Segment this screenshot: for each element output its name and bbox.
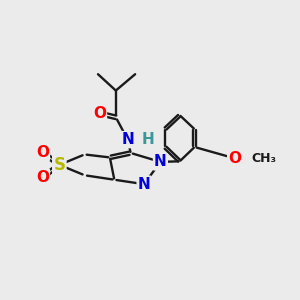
Text: O: O — [36, 145, 49, 160]
Text: N: N — [154, 154, 167, 169]
Text: N: N — [121, 132, 134, 147]
Text: S: S — [53, 156, 65, 174]
Text: O: O — [93, 106, 106, 121]
Text: O: O — [36, 170, 49, 185]
Text: N: N — [138, 177, 150, 192]
Text: O: O — [228, 151, 241, 166]
Text: CH₃: CH₃ — [251, 152, 276, 165]
Text: H: H — [142, 132, 154, 147]
